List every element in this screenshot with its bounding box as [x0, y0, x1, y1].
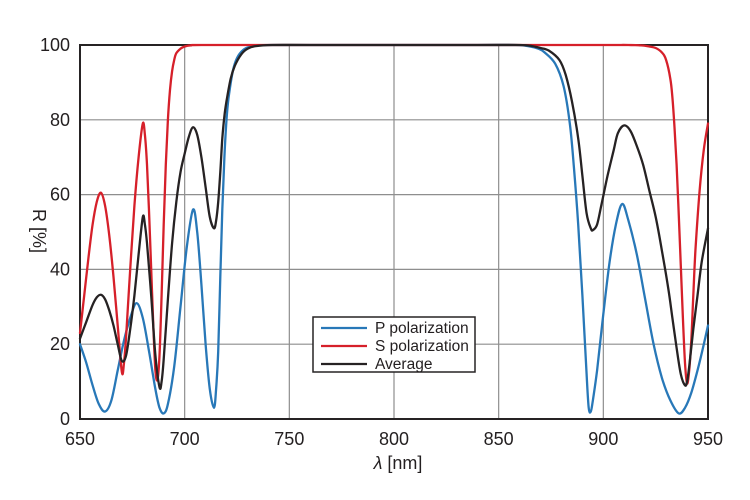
tick-labels: 650 700 750 800 850 900 950 0 20 40 60 80 100 [40, 35, 723, 449]
x-tick-900: 900 [588, 429, 618, 449]
y-tick-40: 40 [50, 259, 70, 279]
x-axis-label: λ [nm] [373, 453, 423, 473]
x-tick-700: 700 [170, 429, 200, 449]
x-tick-800: 800 [379, 429, 409, 449]
curves [78, 43, 710, 415]
y-tick-60: 60 [50, 185, 70, 205]
legend-box [312, 316, 476, 373]
x-tick-950: 950 [693, 429, 723, 449]
curve-average [78, 43, 710, 390]
y-tick-20: 20 [50, 334, 70, 354]
legend-label-s-polarization: S polarization [375, 338, 469, 355]
legend: P polarization S polarization Average [312, 316, 476, 373]
y-tick-0: 0 [60, 409, 70, 429]
x-tick-650: 650 [65, 429, 95, 449]
y-axis-label: R [%] [29, 209, 49, 253]
x-tick-750: 750 [274, 429, 304, 449]
legend-label-average: Average [375, 356, 432, 373]
curve-s-polarization [78, 43, 710, 385]
y-tick-80: 80 [50, 110, 70, 130]
x-tick-850: 850 [484, 429, 514, 449]
legend-label-p-polarization: P polarization [375, 320, 469, 337]
y-tick-100: 100 [40, 35, 70, 55]
